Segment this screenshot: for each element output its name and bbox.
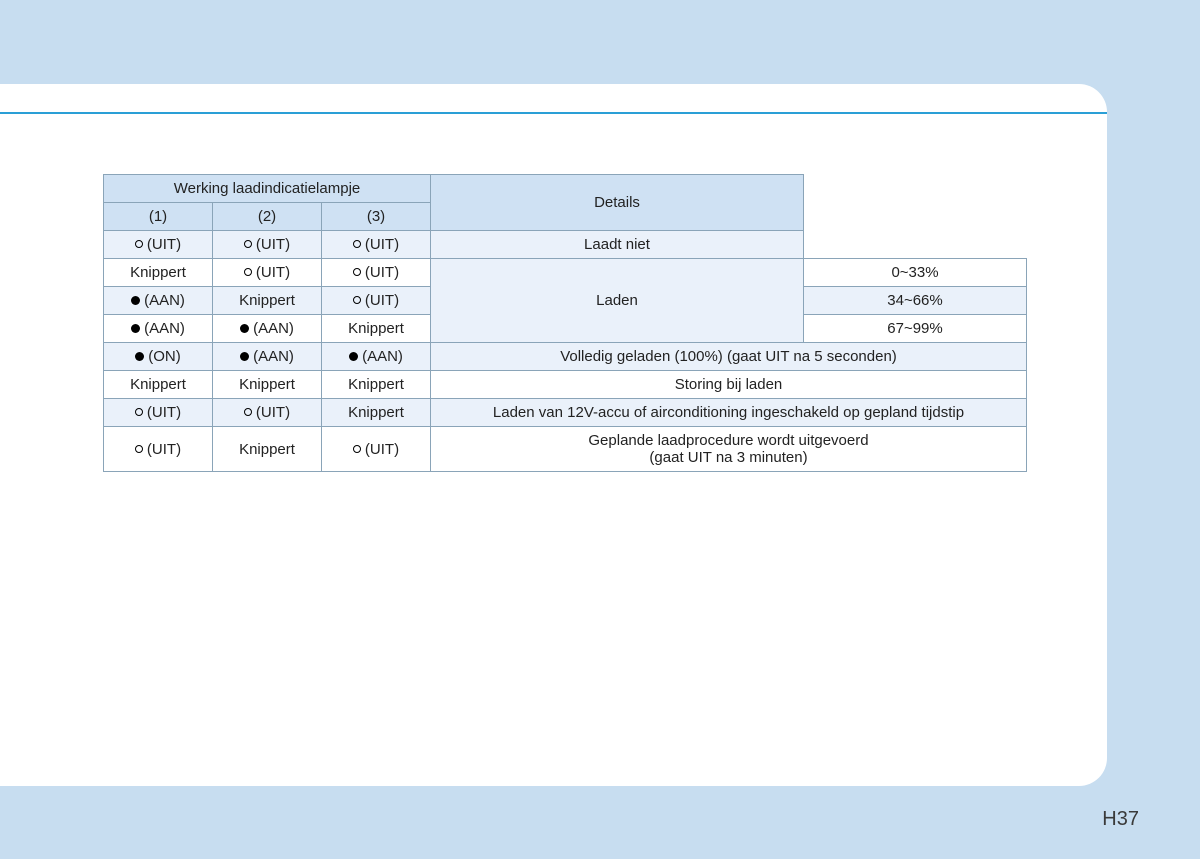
lamp-cell: (UIT)	[213, 259, 322, 287]
details-cell: Volledig geladen (100%) (gaat UIT na 5 s…	[431, 343, 1027, 371]
lamp-cell: Knippert	[213, 287, 322, 315]
lamp-cell: (UIT)	[104, 427, 213, 472]
header-col-1: (1)	[104, 203, 213, 231]
lamp-text: Knippert	[348, 376, 404, 393]
details-line-1: Geplande laadprocedure wordt uitgevoerd	[588, 432, 868, 449]
lamp-text: (UIT)	[256, 404, 290, 421]
circle-filled-icon	[240, 324, 249, 333]
lamp-text: Knippert	[348, 320, 404, 337]
table-row: (ON) (AAN) (AAN) Volledig geladen (100%)…	[104, 343, 1027, 371]
table-row: (UIT) (UIT) Knippert Laden van 12V-accu …	[104, 399, 1027, 427]
details-cell: Laden van 12V-accu of airconditioning in…	[431, 399, 1027, 427]
lamp-cell: (UIT)	[213, 399, 322, 427]
lamp-cell: (UIT)	[322, 287, 431, 315]
lamp-text: (AAN)	[144, 320, 185, 337]
header-col-3: (3)	[322, 203, 431, 231]
circle-open-icon	[244, 240, 252, 248]
lamp-text: Knippert	[348, 404, 404, 421]
circle-open-icon	[353, 445, 361, 453]
table-row: Knippert Knippert Knippert Storing bij l…	[104, 371, 1027, 399]
page-card: Werking laadindicatielampje Details (1) …	[0, 84, 1107, 786]
page-number: H37	[1102, 808, 1139, 831]
header-details: Details	[431, 175, 804, 231]
lamp-cell: (UIT)	[322, 427, 431, 472]
lamp-text: (AAN)	[253, 348, 294, 365]
circle-open-icon	[135, 445, 143, 453]
lamp-text: (AAN)	[253, 320, 294, 337]
lamp-cell: (UIT)	[104, 231, 213, 259]
lamp-cell: Knippert	[104, 259, 213, 287]
circle-filled-icon	[135, 352, 144, 361]
header-lamp-group: Werking laadindicatielampje	[104, 175, 431, 203]
lamp-cell: (ON)	[104, 343, 213, 371]
lamp-cell: Knippert	[322, 399, 431, 427]
header-col-2: (2)	[213, 203, 322, 231]
circle-open-icon	[244, 408, 252, 416]
lamp-text: (UIT)	[365, 292, 399, 309]
lamp-text: Knippert	[239, 441, 295, 458]
lamp-text: (UIT)	[256, 236, 290, 253]
lamp-cell: Knippert	[322, 371, 431, 399]
lamp-cell: (AAN)	[104, 287, 213, 315]
circle-filled-icon	[349, 352, 358, 361]
lamp-text: (UIT)	[147, 236, 181, 253]
lamp-cell: (AAN)	[322, 343, 431, 371]
details-cell: Geplande laadprocedure wordt uitgevoerd …	[431, 427, 1027, 472]
table-row: (UIT) (UIT) (UIT) Laadt niet	[104, 231, 1027, 259]
lamp-text: Knippert	[130, 264, 186, 281]
circle-open-icon	[353, 296, 361, 304]
lamp-text: (UIT)	[147, 404, 181, 421]
lamp-text: Knippert	[239, 376, 295, 393]
lamp-text: (AAN)	[362, 348, 403, 365]
lamp-cell: (UIT)	[322, 231, 431, 259]
lamp-cell: (AAN)	[213, 343, 322, 371]
table-row: Knippert (UIT) (UIT) Laden 0~33%	[104, 259, 1027, 287]
circle-open-icon	[135, 240, 143, 248]
details-group-cell: Laden	[431, 259, 804, 343]
circle-filled-icon	[131, 324, 140, 333]
circle-filled-icon	[131, 296, 140, 305]
lamp-text: (UIT)	[256, 264, 290, 281]
lamp-text: (UIT)	[365, 441, 399, 458]
lamp-text: (UIT)	[365, 264, 399, 281]
lamp-cell: (UIT)	[322, 259, 431, 287]
circle-open-icon	[353, 268, 361, 276]
circle-open-icon	[135, 408, 143, 416]
details-cell: Storing bij laden	[431, 371, 1027, 399]
lamp-cell: (UIT)	[104, 399, 213, 427]
lamp-text: (UIT)	[365, 236, 399, 253]
lamp-cell: Knippert	[104, 371, 213, 399]
circle-filled-icon	[240, 352, 249, 361]
lamp-cell: Knippert	[213, 427, 322, 472]
lamp-text: (UIT)	[147, 441, 181, 458]
table-row: (UIT) Knippert (UIT) Geplande laadproced…	[104, 427, 1027, 472]
lamp-cell: Knippert	[213, 371, 322, 399]
details-range-cell: 67~99%	[804, 315, 1027, 343]
lamp-cell: (AAN)	[213, 315, 322, 343]
lamp-cell: (AAN)	[104, 315, 213, 343]
circle-open-icon	[244, 268, 252, 276]
lamp-text: (ON)	[148, 348, 181, 365]
lamp-text: (AAN)	[144, 292, 185, 309]
lamp-cell: (UIT)	[213, 231, 322, 259]
lamp-text: Knippert	[130, 376, 186, 393]
details-range-cell: 34~66%	[804, 287, 1027, 315]
lamp-text: Knippert	[239, 292, 295, 309]
circle-open-icon	[353, 240, 361, 248]
details-cell: Laadt niet	[431, 231, 804, 259]
charging-indicator-table: Werking laadindicatielampje Details (1) …	[103, 174, 1027, 472]
details-range-cell: 0~33%	[804, 259, 1027, 287]
lamp-cell: Knippert	[322, 315, 431, 343]
details-line-2: (gaat UIT na 3 minuten)	[649, 449, 807, 466]
